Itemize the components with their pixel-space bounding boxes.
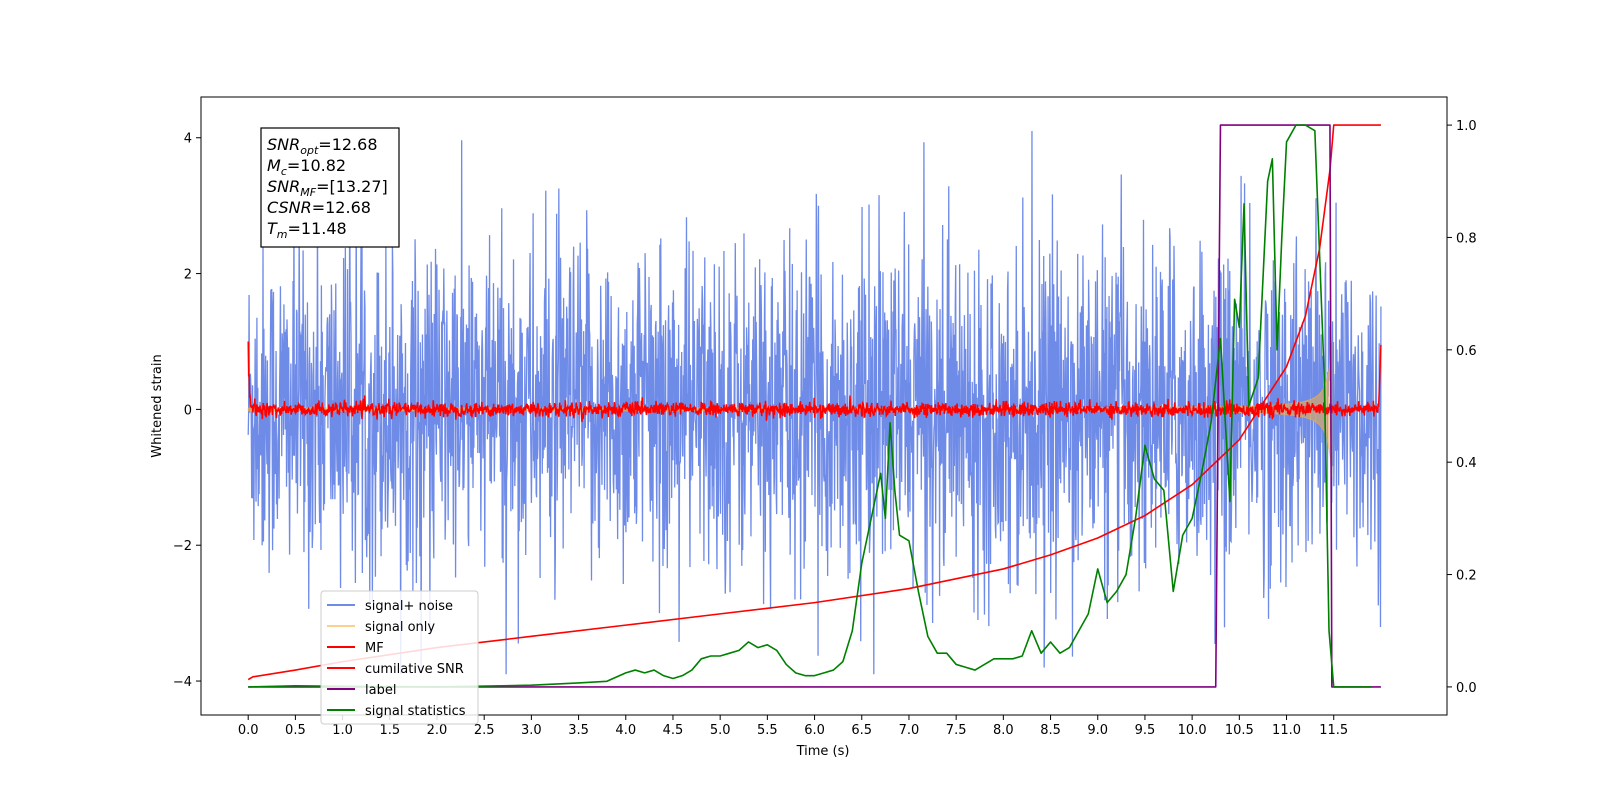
annotation-line: SNRopt=12.68 <box>267 135 378 157</box>
x-tick-label: 4.0 <box>615 723 636 738</box>
annotation-line: SNRMF=[13.27] <box>267 177 388 199</box>
series-signal-noise <box>247 130 1382 675</box>
x-tick-label: 6.5 <box>851 723 872 738</box>
y-right-tick-label: 1.0 <box>1456 119 1477 134</box>
legend-label-signal-statistics: signal statistics <box>365 704 466 719</box>
x-tick-label: 9.0 <box>1087 723 1108 738</box>
plot-frame <box>200 96 1448 716</box>
x-tick-label: 6.0 <box>804 723 825 738</box>
x-axis: 0.0 0.5 1.0 1.5 2.0 2.5 3.0 3.5 4.0 4.5 5.0 5.5 6.0 6… <box>238 715 1348 738</box>
x-tick-label: 9.5 <box>1135 723 1156 738</box>
annotation-line: Tm=11.48 <box>267 219 347 241</box>
x-tick-label: 1.5 <box>379 723 400 738</box>
annotation-line: Mc=10.82 <box>267 156 346 178</box>
y-right-tick-label: 0.6 <box>1456 344 1477 359</box>
x-tick-label: 11.0 <box>1272 723 1301 738</box>
y-right-tick-label: 0.4 <box>1456 456 1477 471</box>
y-right-tick-label: 0.0 <box>1456 681 1477 696</box>
x-tick-label: 0.5 <box>285 723 306 738</box>
x-tick-label: 2.0 <box>427 723 448 738</box>
annotation-box: SNRopt=12.68Mc=10.82SNRMF=[13.27]CSNR=12… <box>260 127 400 248</box>
series-signal-statistics <box>248 124 1372 688</box>
legend: signal+ noise signal only MF cumilative SNR… <box>320 590 479 725</box>
y-axis-left: −4 −2 0 2 4 <box>173 132 201 690</box>
x-tick-label: 3.0 <box>521 723 542 738</box>
y-right-tick-label: 0.2 <box>1456 569 1477 584</box>
annotation-line: CSNR=12.68 <box>267 198 371 217</box>
x-tick-label: 3.5 <box>568 723 589 738</box>
legend-label-mf: MF <box>365 641 384 656</box>
y-left-tick-label: 4 <box>184 132 192 147</box>
x-tick-label: 1.0 <box>332 723 353 738</box>
x-tick-label: 8.5 <box>1040 723 1061 738</box>
series-mf <box>247 341 1382 422</box>
x-tick-label: 0.0 <box>238 723 259 738</box>
x-tick-label: 7.0 <box>899 723 920 738</box>
x-axis-title: Time (s) <box>796 744 850 759</box>
y-left-tick-label: 2 <box>184 268 192 283</box>
x-tick-label: 5.5 <box>757 723 778 738</box>
x-tick-label: 4.5 <box>663 723 684 738</box>
x-tick-label: 7.5 <box>946 723 967 738</box>
y-axis-right: 0.0 0.2 0.4 0.6 0.8 1.0 <box>1447 119 1477 696</box>
y-left-tick-label: 0 <box>184 403 192 418</box>
legend-label-signal-noise: signal+ noise <box>365 599 453 614</box>
y-axis-left-title: Whitened strain <box>150 354 165 457</box>
x-tick-label: 10.0 <box>1178 723 1207 738</box>
legend-frame <box>320 590 479 725</box>
x-tick-label: 2.5 <box>474 723 495 738</box>
y-left-tick-label: −4 <box>173 675 192 690</box>
legend-label-signal-only: signal only <box>365 620 435 635</box>
x-tick-label: 8.0 <box>993 723 1014 738</box>
y-right-tick-label: 0.8 <box>1456 231 1477 246</box>
y-left-tick-label: −2 <box>173 539 192 554</box>
legend-label-label: label <box>365 683 396 698</box>
x-tick-label: 10.5 <box>1225 723 1254 738</box>
x-tick-label: 5.0 <box>710 723 731 738</box>
annotation-frame <box>260 127 400 248</box>
x-tick-label: 11.5 <box>1319 723 1348 738</box>
legend-label-cumilative-snr: cumilative SNR <box>365 662 464 677</box>
